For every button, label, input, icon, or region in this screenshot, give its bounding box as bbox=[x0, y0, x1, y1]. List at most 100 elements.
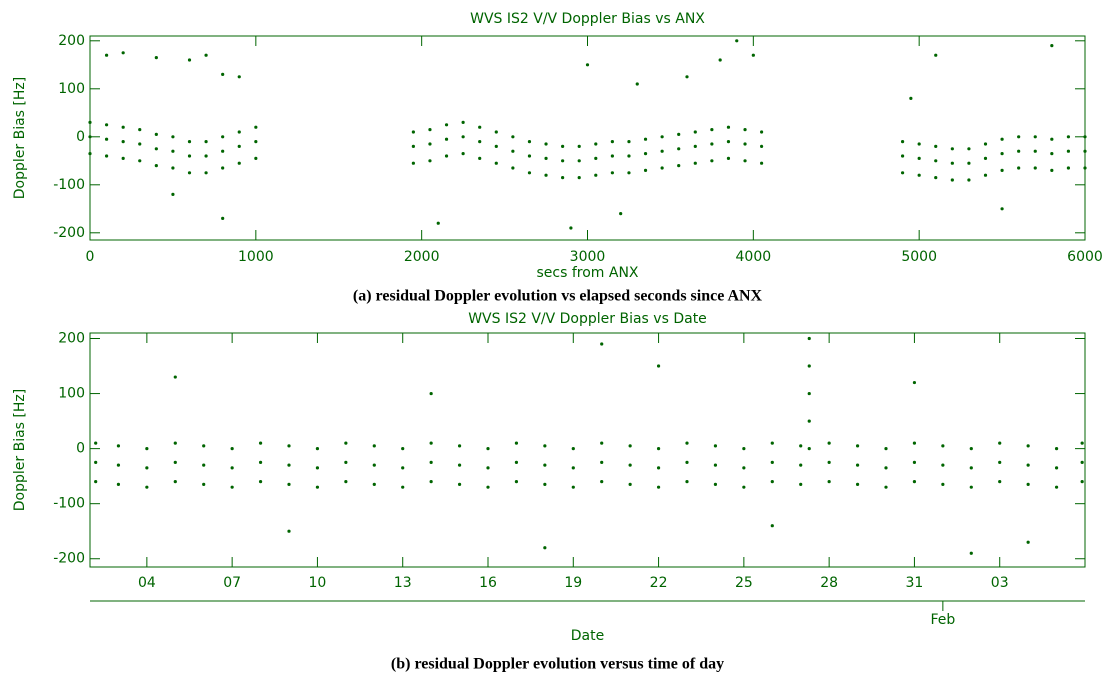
data-point bbox=[967, 147, 971, 151]
data-point bbox=[173, 480, 177, 484]
data-point bbox=[610, 154, 614, 158]
data-point bbox=[807, 391, 811, 396]
data-point bbox=[969, 447, 973, 451]
data-point bbox=[969, 551, 973, 555]
data-point bbox=[543, 546, 547, 550]
data-point bbox=[1033, 149, 1037, 153]
data-point bbox=[998, 460, 1002, 464]
data-point bbox=[660, 135, 664, 139]
data-point bbox=[511, 135, 515, 139]
data-point bbox=[660, 149, 664, 153]
x-tick-label: 25 bbox=[735, 575, 753, 591]
data-point bbox=[258, 460, 263, 464]
data-point bbox=[543, 444, 547, 448]
data-point bbox=[457, 482, 462, 487]
data-point bbox=[884, 447, 888, 451]
data-point bbox=[428, 159, 432, 163]
x-tick-label: 6000 bbox=[1067, 249, 1103, 265]
data-point bbox=[436, 221, 440, 225]
data-point bbox=[710, 142, 714, 146]
data-point bbox=[594, 173, 598, 177]
data-point bbox=[204, 171, 208, 175]
data-point bbox=[221, 216, 225, 220]
data-point bbox=[900, 154, 905, 158]
data-point bbox=[600, 441, 604, 445]
data-point bbox=[1026, 444, 1030, 448]
data-point bbox=[900, 140, 905, 144]
data-point bbox=[511, 149, 515, 153]
x-tick-label: 1000 bbox=[238, 249, 274, 265]
data-point bbox=[1000, 137, 1004, 141]
data-point bbox=[685, 441, 689, 445]
data-point bbox=[710, 159, 714, 163]
data-point bbox=[221, 72, 225, 76]
data-point bbox=[643, 152, 648, 156]
plot-frame bbox=[89, 332, 1086, 568]
data-point bbox=[619, 212, 623, 216]
data-point bbox=[344, 480, 348, 484]
data-point bbox=[315, 447, 320, 451]
data-point bbox=[486, 447, 490, 451]
data-point bbox=[1054, 466, 1059, 470]
data-point bbox=[1066, 135, 1071, 139]
data-point bbox=[770, 460, 774, 464]
data-point bbox=[116, 444, 121, 448]
x-axis-label: Date bbox=[571, 628, 604, 644]
y-tick-label: 200 bbox=[58, 33, 85, 49]
data-point bbox=[187, 140, 192, 144]
data-point bbox=[287, 444, 291, 448]
data-point bbox=[917, 156, 921, 160]
data-point bbox=[88, 152, 92, 156]
data-point bbox=[121, 125, 125, 129]
x-tick-label: 4000 bbox=[736, 249, 772, 265]
data-point bbox=[138, 128, 142, 132]
data-point bbox=[656, 466, 661, 470]
data-point bbox=[742, 485, 746, 489]
data-point bbox=[544, 156, 548, 160]
data-point bbox=[287, 463, 291, 467]
data-point bbox=[799, 444, 803, 448]
data-point bbox=[237, 161, 241, 165]
data-point bbox=[577, 144, 581, 148]
data-point bbox=[685, 75, 689, 79]
data-point bbox=[917, 173, 921, 177]
data-point bbox=[571, 466, 575, 470]
data-point bbox=[643, 137, 648, 141]
data-point bbox=[429, 391, 433, 396]
data-point bbox=[934, 176, 938, 180]
data-point bbox=[171, 149, 175, 153]
data-point bbox=[104, 53, 109, 57]
data-point bbox=[660, 166, 664, 170]
data-point bbox=[751, 53, 755, 57]
data-point bbox=[429, 441, 433, 445]
data-point bbox=[1083, 135, 1087, 139]
data-point bbox=[138, 142, 142, 146]
data-point bbox=[121, 156, 125, 160]
data-point bbox=[569, 226, 573, 230]
x-tick-label: 3000 bbox=[570, 249, 606, 265]
data-point bbox=[827, 480, 831, 484]
data-point bbox=[743, 142, 747, 146]
data-point bbox=[677, 132, 681, 136]
data-point bbox=[204, 140, 208, 144]
data-point bbox=[202, 463, 206, 467]
y-tick-label: -100 bbox=[53, 496, 85, 512]
data-point bbox=[726, 156, 731, 160]
x-tick-label: 16 bbox=[479, 575, 497, 591]
data-point bbox=[171, 135, 175, 139]
data-point bbox=[230, 485, 234, 489]
data-point bbox=[221, 135, 225, 139]
data-point bbox=[315, 466, 320, 470]
data-point bbox=[1000, 152, 1004, 156]
data-point bbox=[912, 480, 917, 484]
data-point bbox=[138, 159, 142, 163]
data-point bbox=[121, 51, 125, 55]
x-tick-label: 5000 bbox=[901, 249, 937, 265]
data-point bbox=[173, 375, 177, 379]
y-tick-label: -100 bbox=[53, 177, 85, 193]
data-point bbox=[221, 149, 225, 153]
data-point bbox=[1000, 207, 1004, 211]
data-point bbox=[571, 447, 575, 451]
data-point bbox=[444, 137, 449, 141]
